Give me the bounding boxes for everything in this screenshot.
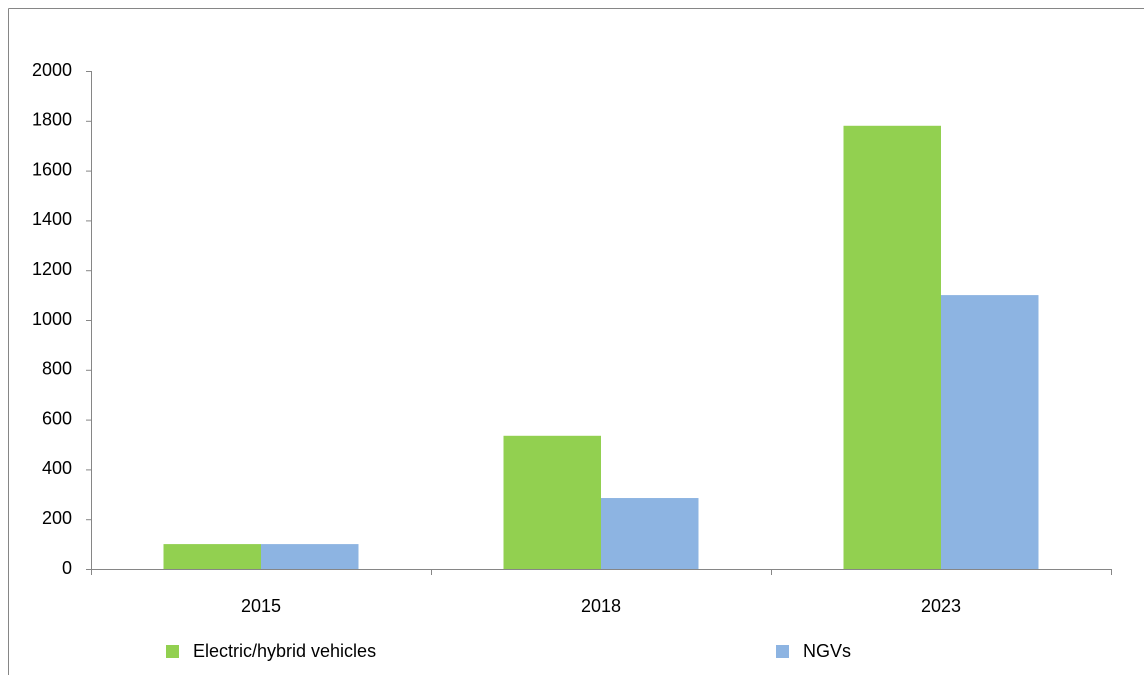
y-tick-label: 600	[42, 408, 72, 428]
y-tick-label: 1200	[32, 259, 72, 279]
bar	[601, 498, 699, 569]
y-tick-label: 800	[42, 359, 72, 379]
legend-swatch	[776, 645, 789, 658]
y-tick-label: 1000	[32, 309, 72, 329]
y-tick-label: 1800	[32, 110, 72, 130]
y-tick-label: 1600	[32, 159, 72, 179]
x-tick-label: 2018	[581, 596, 621, 616]
y-tick-label: 200	[42, 508, 72, 528]
bar	[843, 125, 941, 569]
bar	[163, 544, 261, 569]
bar	[503, 435, 601, 569]
legend-label: NGVs	[803, 641, 851, 661]
x-tick-label: 2015	[241, 596, 281, 616]
x-tick-label: 2023	[921, 596, 961, 616]
bar	[941, 295, 1039, 569]
legend-label: Electric/hybrid vehicles	[193, 641, 376, 661]
y-tick-label: 1400	[32, 209, 72, 229]
legend-swatch	[166, 645, 179, 658]
bar	[261, 544, 359, 569]
y-tick-label: 2000	[32, 60, 72, 80]
y-tick-label: 400	[42, 458, 72, 478]
y-tick-label: 0	[62, 558, 72, 578]
